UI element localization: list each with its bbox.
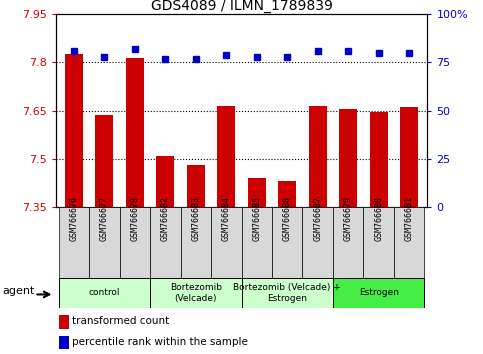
Bar <box>59 336 69 349</box>
Text: GSM766678: GSM766678 <box>130 196 139 241</box>
Text: GSM766682: GSM766682 <box>161 196 170 241</box>
Bar <box>65 55 83 207</box>
Bar <box>59 315 69 329</box>
Text: Bortezomib (Velcade) +
Estrogen: Bortezomib (Velcade) + Estrogen <box>233 283 341 303</box>
Bar <box>272 207 302 278</box>
Text: control: control <box>88 289 120 297</box>
Bar <box>186 165 205 207</box>
Title: GDS4089 / ILMN_1789839: GDS4089 / ILMN_1789839 <box>151 0 332 13</box>
Bar <box>248 178 266 207</box>
Text: agent: agent <box>3 286 35 296</box>
Text: Bortezomib
(Velcade): Bortezomib (Velcade) <box>170 283 222 303</box>
Text: transformed count: transformed count <box>72 316 170 326</box>
Bar <box>217 106 235 207</box>
Bar <box>156 156 174 207</box>
Text: GSM766686: GSM766686 <box>283 196 292 241</box>
Bar <box>339 109 357 207</box>
Text: GSM766677: GSM766677 <box>100 196 109 241</box>
Bar <box>309 106 327 207</box>
Bar <box>278 181 297 207</box>
Text: GSM766679: GSM766679 <box>344 196 353 241</box>
Text: GSM766680: GSM766680 <box>374 196 383 241</box>
Bar <box>333 278 425 308</box>
Bar <box>58 207 89 278</box>
Bar <box>89 207 120 278</box>
Text: GSM766676: GSM766676 <box>70 196 78 241</box>
Bar <box>126 58 144 207</box>
Text: Estrogen: Estrogen <box>359 289 398 297</box>
Bar <box>211 207 242 278</box>
Text: GSM766681: GSM766681 <box>405 196 413 241</box>
Text: GSM766684: GSM766684 <box>222 196 231 241</box>
Bar <box>95 115 114 207</box>
Bar <box>58 278 150 308</box>
Bar <box>120 207 150 278</box>
Bar <box>363 207 394 278</box>
Bar <box>400 107 418 207</box>
Bar <box>333 207 363 278</box>
Bar <box>150 278 242 308</box>
Bar <box>242 207 272 278</box>
Text: GSM766687: GSM766687 <box>313 196 322 241</box>
Bar <box>242 278 333 308</box>
Bar <box>369 112 388 207</box>
Bar <box>394 207 425 278</box>
Bar <box>181 207 211 278</box>
Text: percentile rank within the sample: percentile rank within the sample <box>72 337 248 347</box>
Text: GSM766685: GSM766685 <box>252 196 261 241</box>
Bar <box>150 207 181 278</box>
Text: GSM766683: GSM766683 <box>191 196 200 241</box>
Bar <box>302 207 333 278</box>
